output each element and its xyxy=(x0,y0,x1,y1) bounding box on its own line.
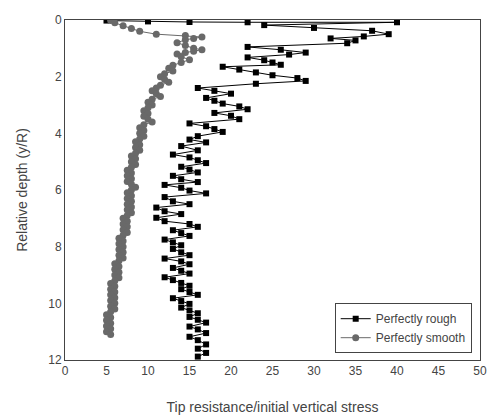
svg-text:Relative depth (y/R): Relative depth (y/R) xyxy=(14,128,30,252)
svg-text:45: 45 xyxy=(432,364,446,378)
svg-text:35: 35 xyxy=(349,364,363,378)
svg-text:15: 15 xyxy=(183,364,197,378)
svg-text:10: 10 xyxy=(141,364,155,378)
svg-text:4: 4 xyxy=(55,127,62,141)
svg-text:8: 8 xyxy=(55,240,62,254)
svg-text:25: 25 xyxy=(266,364,280,378)
svg-text:2: 2 xyxy=(55,70,62,84)
svg-text:12: 12 xyxy=(48,353,62,367)
svg-text:Tip resistance/initial vertica: Tip resistance/initial vertical stress xyxy=(167,399,379,415)
svg-text:Perfectly rough: Perfectly rough xyxy=(376,312,457,326)
svg-text:0: 0 xyxy=(55,13,62,27)
svg-text:Perfectly smooth: Perfectly smooth xyxy=(376,331,465,345)
svg-text:30: 30 xyxy=(307,364,321,378)
svg-text:10: 10 xyxy=(48,297,62,311)
svg-text:6: 6 xyxy=(55,183,62,197)
svg-text:20: 20 xyxy=(224,364,238,378)
svg-text:40: 40 xyxy=(390,364,404,378)
svg-text:50: 50 xyxy=(473,364,487,378)
svg-text:0: 0 xyxy=(62,364,69,378)
svg-text:5: 5 xyxy=(103,364,110,378)
